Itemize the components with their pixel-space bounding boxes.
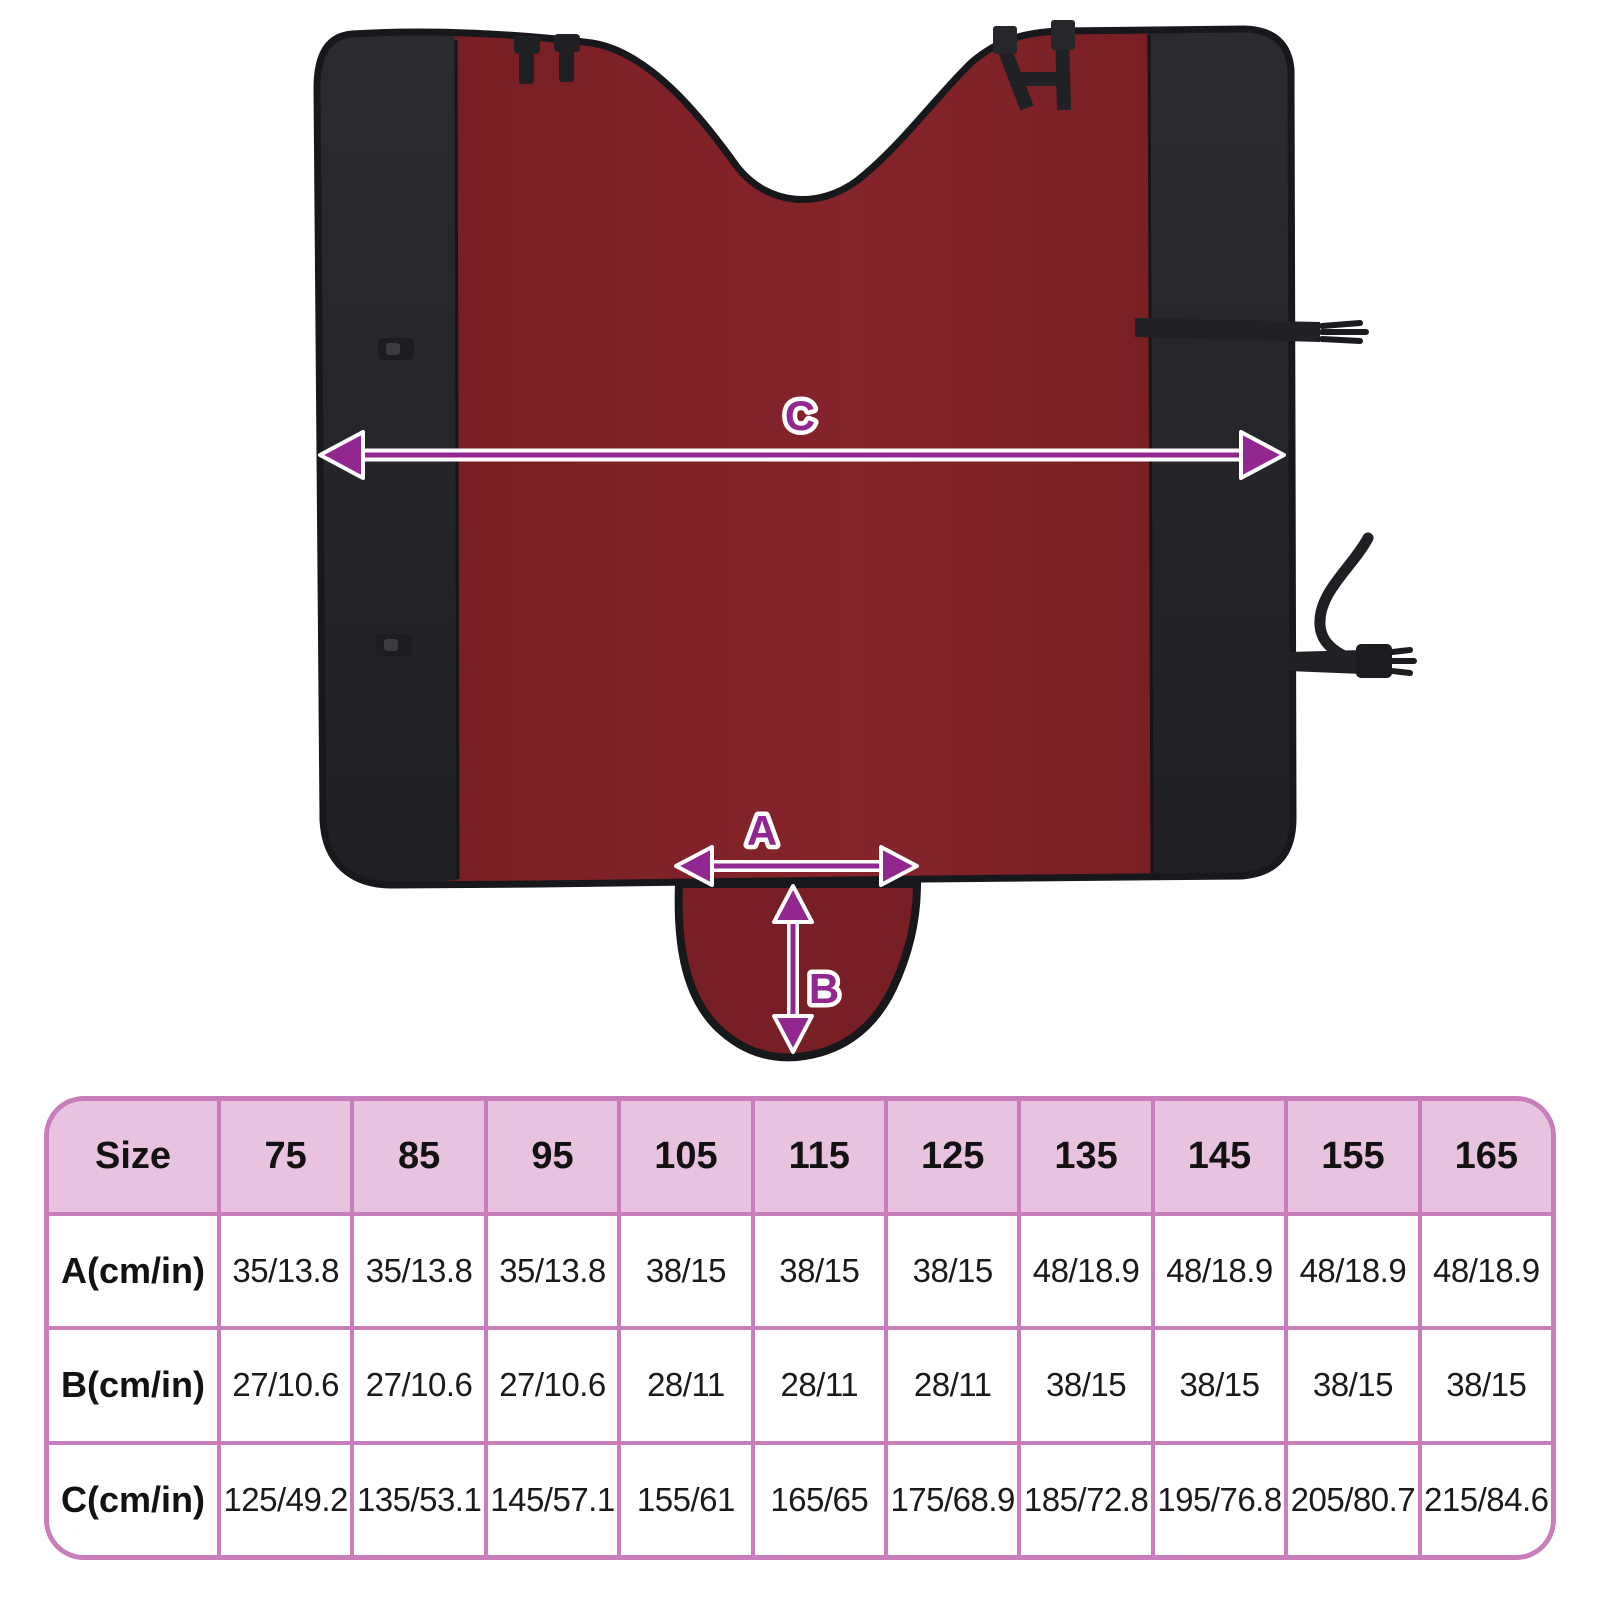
size-value-cell: 28/11 [754, 1330, 884, 1441]
size-value-cell: 48/18.9 [1154, 1215, 1285, 1326]
size-value-cell: 28/11 [887, 1330, 1018, 1441]
size-value-cell: 35/13.8 [487, 1215, 618, 1326]
size-value-cell: 38/15 [1288, 1330, 1418, 1441]
size-value-cell: 48/18.9 [1421, 1215, 1551, 1326]
size-value-cell: 155/61 [621, 1444, 751, 1555]
right-upper-strap-buckle [1135, 318, 1369, 344]
size-value-cell: 38/15 [1421, 1330, 1551, 1441]
front-clip-buckles [514, 34, 580, 84]
size-value-cell: 48/18.9 [1021, 1215, 1151, 1326]
size-value-cell: 205/80.7 [1288, 1444, 1418, 1555]
size-column-header: 155 [1288, 1101, 1418, 1212]
measure-b-label: B [809, 965, 839, 1012]
size-column-header: 105 [621, 1101, 751, 1212]
size-value-cell: 27/10.6 [487, 1330, 618, 1441]
size-value-cell: 125/49.2 [221, 1444, 351, 1555]
shoulder-strap-tabs [993, 20, 1075, 54]
measure-c-label: C [785, 392, 815, 439]
size-table: Size 75 85 95 105 115 125 135 145 155 165 A(cm/in) 3… [44, 1096, 1556, 1560]
size-column-header: 165 [1421, 1101, 1551, 1212]
size-value-cell: 135/53.1 [354, 1444, 484, 1555]
size-column-header: 115 [754, 1101, 884, 1212]
size-value-cell: 185/72.8 [1021, 1444, 1151, 1555]
size-table-grid: Size 75 85 95 105 115 125 135 145 155 165 A(cm/in) 3… [49, 1101, 1551, 1555]
size-column-header: 95 [487, 1101, 618, 1212]
left-strap-loops [376, 338, 414, 656]
measure-row-label: B(cm/in) [49, 1330, 217, 1441]
size-value-cell: 195/76.8 [1154, 1444, 1285, 1555]
size-column-header: 85 [354, 1101, 484, 1212]
size-value-cell: 28/11 [621, 1330, 751, 1441]
size-value-cell: 27/10.6 [221, 1330, 351, 1441]
right-lower-strap-buckle [1288, 532, 1417, 678]
edge-trim [313, 25, 1297, 889]
size-value-cell: 38/15 [754, 1215, 884, 1326]
size-column-header: 125 [887, 1101, 1018, 1212]
product-diagram: C A B [313, 20, 1417, 1062]
size-value-cell: 38/15 [1154, 1330, 1285, 1441]
size-value-cell: 175/68.9 [887, 1444, 1018, 1555]
size-value-cell: 38/15 [887, 1215, 1018, 1326]
measure-row-label: A(cm/in) [49, 1215, 217, 1326]
size-value-cell: 35/13.8 [354, 1215, 484, 1326]
measure-b-arrow [772, 884, 814, 1054]
measure-a-label: A [747, 807, 777, 854]
measure-c-arrow [318, 430, 1286, 480]
size-value-cell: 165/65 [754, 1444, 884, 1555]
size-value-cell: 145/57.1 [487, 1444, 618, 1555]
measure-row-label: C(cm/in) [49, 1444, 217, 1555]
size-header-corner: Size [49, 1101, 217, 1212]
size-column-header: 135 [1021, 1101, 1151, 1212]
size-value-cell: 215/84.6 [1421, 1444, 1551, 1555]
size-value-cell: 27/10.6 [354, 1330, 484, 1441]
size-value-cell: 38/15 [621, 1215, 751, 1326]
measure-a-arrow [674, 845, 919, 887]
size-value-cell: 48/18.9 [1288, 1215, 1418, 1326]
size-value-cell: 35/13.8 [221, 1215, 351, 1326]
size-value-cell: 38/15 [1021, 1330, 1151, 1441]
size-column-header: 145 [1154, 1101, 1285, 1212]
size-column-header: 75 [221, 1101, 351, 1212]
